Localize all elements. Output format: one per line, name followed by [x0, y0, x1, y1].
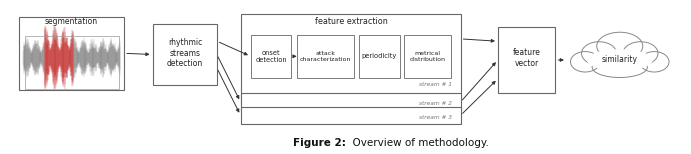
FancyBboxPatch shape	[240, 14, 461, 102]
Text: onset
detection: onset detection	[255, 50, 287, 63]
Text: feature
vector: feature vector	[513, 49, 541, 68]
Text: stream # 3: stream # 3	[419, 115, 453, 120]
FancyBboxPatch shape	[240, 93, 461, 110]
Ellipse shape	[592, 57, 647, 77]
Text: Overview of methodology.: Overview of methodology.	[346, 138, 489, 148]
Text: Figure 2:: Figure 2:	[292, 138, 346, 148]
Ellipse shape	[640, 52, 669, 72]
FancyBboxPatch shape	[359, 35, 399, 78]
Text: rhythmic
streams
detection: rhythmic streams detection	[167, 38, 203, 68]
Ellipse shape	[623, 42, 658, 65]
Text: similarity: similarity	[602, 55, 638, 65]
Text: segmentation: segmentation	[45, 17, 98, 26]
Text: feature extraction: feature extraction	[314, 17, 387, 26]
FancyBboxPatch shape	[240, 107, 461, 124]
FancyBboxPatch shape	[251, 35, 292, 78]
Text: attack
characterization: attack characterization	[300, 51, 351, 62]
FancyBboxPatch shape	[498, 26, 556, 93]
Text: periodicity: periodicity	[361, 53, 397, 59]
FancyBboxPatch shape	[153, 24, 217, 85]
Text: metrical
distribution: metrical distribution	[410, 51, 446, 62]
FancyBboxPatch shape	[404, 35, 451, 78]
Ellipse shape	[571, 52, 600, 72]
Text: stream # 2: stream # 2	[419, 101, 453, 106]
Ellipse shape	[587, 50, 652, 70]
Text: stream # 1: stream # 1	[419, 82, 453, 87]
FancyBboxPatch shape	[19, 17, 124, 90]
FancyBboxPatch shape	[296, 35, 354, 78]
Ellipse shape	[597, 32, 643, 60]
Ellipse shape	[582, 42, 616, 65]
